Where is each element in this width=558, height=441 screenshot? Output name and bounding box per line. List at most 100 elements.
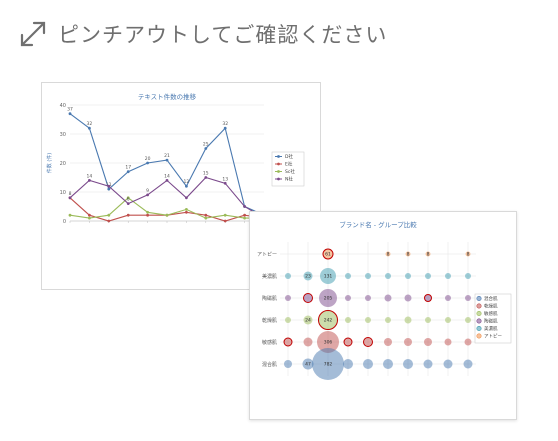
bubble (285, 295, 291, 301)
data-point (185, 196, 188, 200)
bubble (303, 337, 313, 347)
legend-marker (476, 326, 482, 332)
data-point (185, 208, 188, 211)
data-point (243, 213, 247, 217)
bubble (465, 273, 471, 279)
y-tick-label: 美濃肌 (262, 273, 277, 280)
data-label: 6 (127, 197, 130, 203)
legend-label: E社 (285, 161, 293, 168)
series-line (69, 113, 265, 216)
bubble (465, 251, 471, 257)
bubble (445, 273, 451, 279)
legend-marker (476, 318, 482, 324)
series-line (69, 197, 265, 222)
data-point (146, 161, 149, 165)
data-label: 12 (184, 179, 190, 185)
y-tick-label: 陶磁肌 (262, 295, 277, 302)
legend-label: D社 (285, 153, 293, 160)
legend-marker (277, 155, 280, 158)
data-point (146, 210, 149, 214)
y-tick-label: 30 (60, 132, 66, 138)
data-point (185, 184, 188, 188)
data-label: 21 (164, 153, 170, 159)
data-label: 13 (222, 176, 228, 182)
data-label: 14 (164, 173, 170, 179)
bubble (384, 338, 392, 346)
data-label: 17 (125, 165, 131, 171)
bubble (465, 295, 471, 301)
data-point (204, 147, 208, 150)
data-label: 14 (87, 173, 93, 179)
y-tick-label: 10 (60, 190, 66, 196)
bubble-label: 242 (324, 318, 333, 324)
bubble (312, 348, 344, 380)
data-point (68, 112, 72, 116)
bubble (285, 317, 291, 323)
data-label: 32 (87, 121, 93, 127)
bubble (463, 359, 473, 369)
data-point (126, 196, 130, 200)
data-point (223, 213, 227, 217)
bubble (443, 359, 453, 369)
data-point (185, 210, 188, 214)
legend-label: 美濃肌 (484, 325, 498, 332)
bubble (425, 317, 431, 323)
bubble-label: 8 (407, 252, 410, 258)
bubble (345, 273, 351, 279)
bubble-label: 8 (467, 252, 470, 258)
data-label: 9 (146, 188, 149, 194)
bubble (445, 295, 451, 301)
bubble-chart-card[interactable]: ブランド名 - グループ比較 アトピー 美濃肌 陶磁肌 乾燥肌 敏感肌 混合肌 61 8 8 8 8 2… (249, 211, 517, 420)
data-point (107, 213, 111, 217)
bubble-label: 8 (387, 252, 390, 258)
bubble-label: 61 (325, 252, 331, 258)
bubble (317, 331, 339, 353)
bubble (303, 271, 313, 281)
bubble (445, 317, 451, 323)
bubble (423, 359, 433, 369)
data-label: 25 (203, 142, 209, 148)
data-point (88, 126, 91, 130)
data-point (223, 126, 227, 130)
data-point (88, 213, 91, 217)
bubble-label: 782 (324, 362, 333, 368)
bubble (318, 310, 338, 330)
data-point (243, 205, 247, 208)
bubble (365, 317, 371, 323)
legend-marker (277, 170, 280, 173)
legend-label: アトピー (484, 334, 502, 340)
bubble (384, 294, 392, 302)
data-label: 20 (145, 156, 151, 162)
data-point (126, 170, 130, 174)
data-label: 8 (69, 191, 72, 197)
bubble (322, 248, 334, 260)
bubble-label: 8 (427, 252, 430, 258)
bubble-label: 205 (324, 296, 333, 302)
bubble (444, 338, 452, 346)
data-label: 15 (203, 171, 209, 177)
bubble-label: 306 (324, 340, 333, 346)
data-point (146, 193, 149, 197)
legend-label: 敏感肌 (484, 310, 498, 317)
bubble (425, 273, 431, 279)
bubble (405, 273, 411, 279)
y-tick-label: 敏感肌 (262, 339, 277, 346)
legend-marker (277, 177, 280, 181)
pinch-expand-icon (18, 19, 48, 49)
y-tick-label: アトピー (257, 252, 277, 258)
data-point (126, 213, 130, 217)
bubble (302, 358, 314, 370)
bubble (345, 295, 351, 301)
data-point (165, 179, 169, 182)
y-tick-label: 0 (63, 219, 66, 225)
data-point (243, 216, 247, 220)
data-point (68, 196, 72, 200)
bubble (320, 268, 336, 284)
series-line (69, 176, 265, 219)
legend-label: 乾燥肌 (484, 303, 498, 310)
data-point (88, 179, 91, 182)
data-point (223, 219, 227, 223)
pinch-hint: ピンチアウトしてご確認ください (18, 18, 387, 50)
